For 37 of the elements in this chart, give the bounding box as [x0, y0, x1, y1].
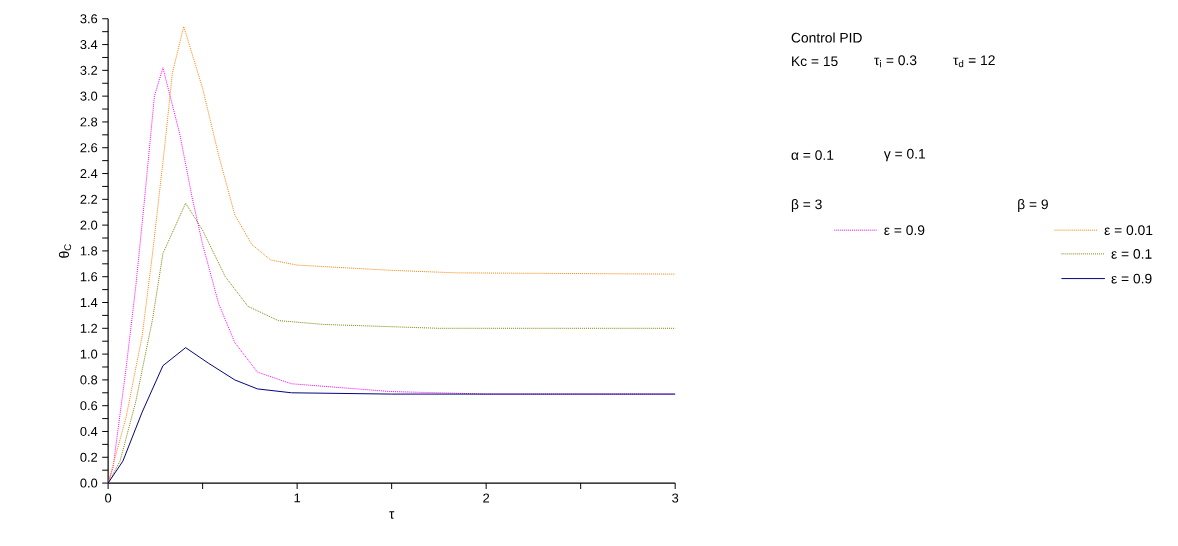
- y-tick-label: 0.4: [80, 426, 98, 436]
- y-tick-label: 2.2: [80, 194, 98, 204]
- y-tick-label: 2.0: [80, 220, 98, 230]
- text: α = 0.1: [791, 150, 834, 160]
- text: τ$_{d}$ = 12: [953, 55, 995, 68]
- x-tick-label: 0: [105, 493, 112, 503]
- y-tick-label: 1.2: [80, 323, 98, 333]
- y-tick-label: 1.6: [80, 272, 98, 282]
- y-tick-label: 1.0: [80, 349, 98, 359]
- x-tick-label: 3: [672, 493, 679, 503]
- text: τ$_{i}$ = 0.3: [874, 55, 917, 67]
- y-tick-label: 0.2: [80, 452, 98, 462]
- y-axis-title: θ$_{C}$: [58, 244, 72, 258]
- legend-label: ε = 0.9: [1111, 273, 1152, 284]
- y-tick-label: 1.8: [80, 246, 98, 256]
- text: γ = 0.1: [883, 148, 926, 162]
- x-tick-label: 2: [483, 493, 490, 503]
- y-tick-label: 1.4: [80, 297, 98, 307]
- legend-label: ε = 0.1: [1111, 248, 1152, 259]
- text: Kc = 15: [792, 56, 838, 66]
- x-tick-label: 1: [294, 493, 301, 503]
- y-tick-label: 2.4: [80, 168, 98, 178]
- y-tick-label: 0.0: [80, 478, 98, 488]
- y-tick-label: 0.6: [80, 401, 98, 411]
- x-axis-title: τ: [389, 511, 395, 519]
- y-tick-label: 3.4: [80, 39, 98, 49]
- legend-label: ε = 0.9: [884, 225, 925, 235]
- text: β = 9: [1018, 198, 1048, 212]
- text: β = 3: [791, 198, 822, 212]
- y-tick-label: 0.8: [80, 375, 98, 385]
- y-tick-label: 2.6: [80, 143, 98, 153]
- y-tick-label: 3.6: [80, 14, 98, 24]
- y-tick-label: 2.8: [80, 117, 98, 127]
- legend-label: ε = 0.01: [1104, 225, 1153, 235]
- y-tick-label: 3.2: [80, 65, 98, 75]
- y-tick-label: 3.0: [80, 91, 98, 101]
- text: Control PID: [791, 32, 862, 43]
